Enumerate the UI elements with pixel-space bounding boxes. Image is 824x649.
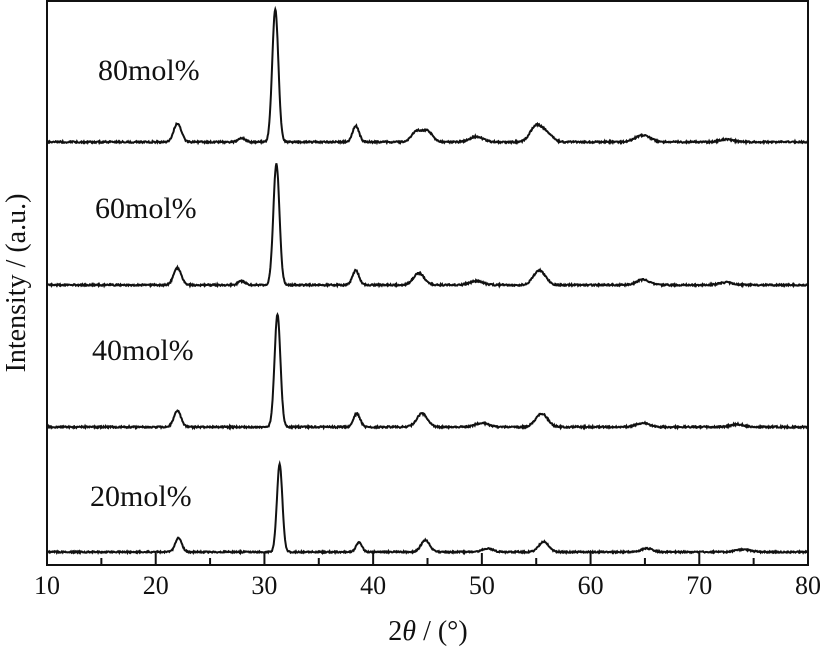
series-line [46,163,809,289]
series-line [46,5,809,146]
series-label: 60mol% [95,192,197,225]
y-axis-title: Intensity / (a.u.) [1,194,32,373]
x-tick-label: 40 [360,571,386,600]
series-label: 40mol% [92,334,194,367]
series-line [46,460,809,556]
series-line [46,311,809,431]
x-tick-label: 80 [795,571,821,600]
series-group [46,5,809,556]
series-label: 80mol% [98,54,200,87]
axis-tick-labels: 10 20 30 40 50 60 70 80 [34,571,821,600]
series-labels: 80mol% 60mol% 40mol% 20mol% [90,54,200,513]
series-label: 20mol% [90,480,192,513]
axis-ticks [46,553,809,565]
x-tick-label: 30 [251,571,277,600]
x-axis-title: 2θ / (°) [388,616,467,647]
x-tick-label: 60 [578,571,604,600]
x-tick-label: 70 [686,571,712,600]
x-tick-label: 20 [143,571,169,600]
x-tick-label: 10 [34,571,60,600]
x-tick-label: 50 [469,571,495,600]
